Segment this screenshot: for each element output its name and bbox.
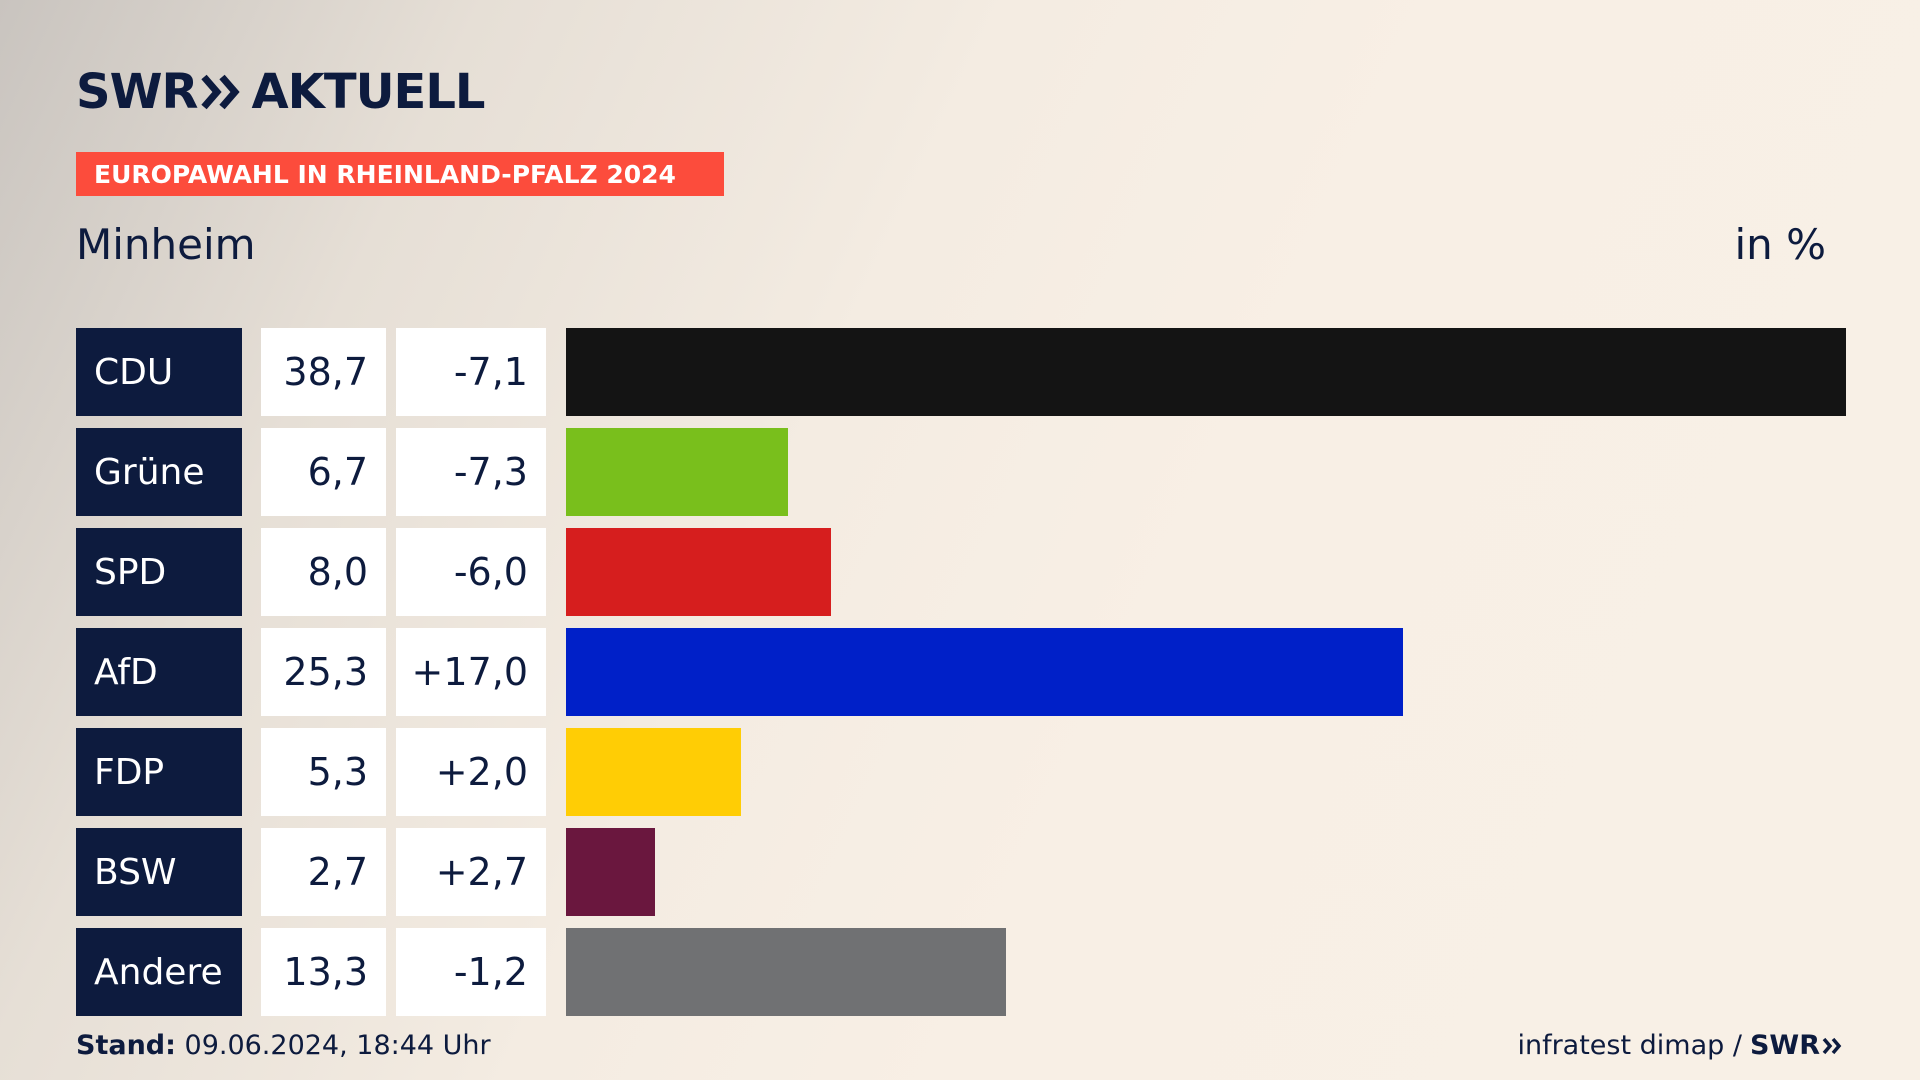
result-bar — [566, 428, 788, 516]
party-label: Andere — [76, 928, 242, 1016]
timestamp: Stand: 09.06.2024, 18:44 Uhr — [76, 1030, 491, 1061]
swr-mini-logo: SWR — [1750, 1030, 1844, 1061]
result-row: CDU 38,7 -7,1 — [76, 328, 1846, 416]
vote-share-value: 13,3 — [261, 928, 386, 1016]
party-label: Grüne — [76, 428, 242, 516]
vote-share-value: 38,7 — [261, 328, 386, 416]
swr-aktuell-logo: SWR AKTUELL — [76, 64, 486, 120]
double-chevron-icon — [201, 74, 241, 110]
vote-change-value: -7,1 — [396, 328, 546, 416]
logo-swr-text: SWR — [76, 64, 198, 120]
election-banner: EUROPAWAHL IN RHEINLAND-PFALZ 2024 — [76, 152, 724, 196]
vote-share-value: 25,3 — [261, 628, 386, 716]
mini-logo-text: SWR — [1749, 1030, 1820, 1061]
result-row: FDP 5,3 +2,0 — [76, 728, 1846, 816]
result-bar — [566, 828, 656, 916]
vote-change-value: -7,3 — [396, 428, 546, 516]
vote-share-value: 8,0 — [261, 528, 386, 616]
stand-value: 09.06.2024, 18:44 Uhr — [184, 1030, 491, 1061]
result-row: Grüne 6,7 -7,3 — [76, 428, 1846, 516]
vote-change-value: -6,0 — [396, 528, 546, 616]
logo-aktuell-text: AKTUELL — [251, 64, 485, 120]
result-row: SPD 8,0 -6,0 — [76, 528, 1846, 616]
party-label: CDU — [76, 328, 242, 416]
vote-share-value: 6,7 — [261, 428, 386, 516]
source-text: infratest dimap / — [1517, 1030, 1742, 1061]
vote-share-value: 2,7 — [261, 828, 386, 916]
double-chevron-icon — [1822, 1037, 1842, 1054]
party-label: SPD — [76, 528, 242, 616]
result-row: AfD 25,3 +17,0 — [76, 628, 1846, 716]
vote-change-value: -1,2 — [396, 928, 546, 1016]
location-title: Minheim — [76, 220, 256, 269]
vote-share-value: 5,3 — [261, 728, 386, 816]
result-bar — [566, 328, 1846, 416]
vote-change-value: +2,0 — [396, 728, 546, 816]
stand-label: Stand: — [76, 1030, 176, 1061]
party-label: AfD — [76, 628, 242, 716]
unit-label: in % — [1734, 220, 1826, 269]
source-credit: infratest dimap / SWR — [1517, 1030, 1844, 1061]
vote-change-value: +2,7 — [396, 828, 546, 916]
result-bar — [566, 628, 1403, 716]
result-row: BSW 2,7 +2,7 — [76, 828, 1846, 916]
party-label: FDP — [76, 728, 242, 816]
result-bar — [566, 928, 1006, 1016]
result-row: Andere 13,3 -1,2 — [76, 928, 1846, 1016]
result-bar — [566, 528, 831, 616]
party-label: BSW — [76, 828, 242, 916]
vote-change-value: +17,0 — [396, 628, 546, 716]
result-bar — [566, 728, 742, 816]
